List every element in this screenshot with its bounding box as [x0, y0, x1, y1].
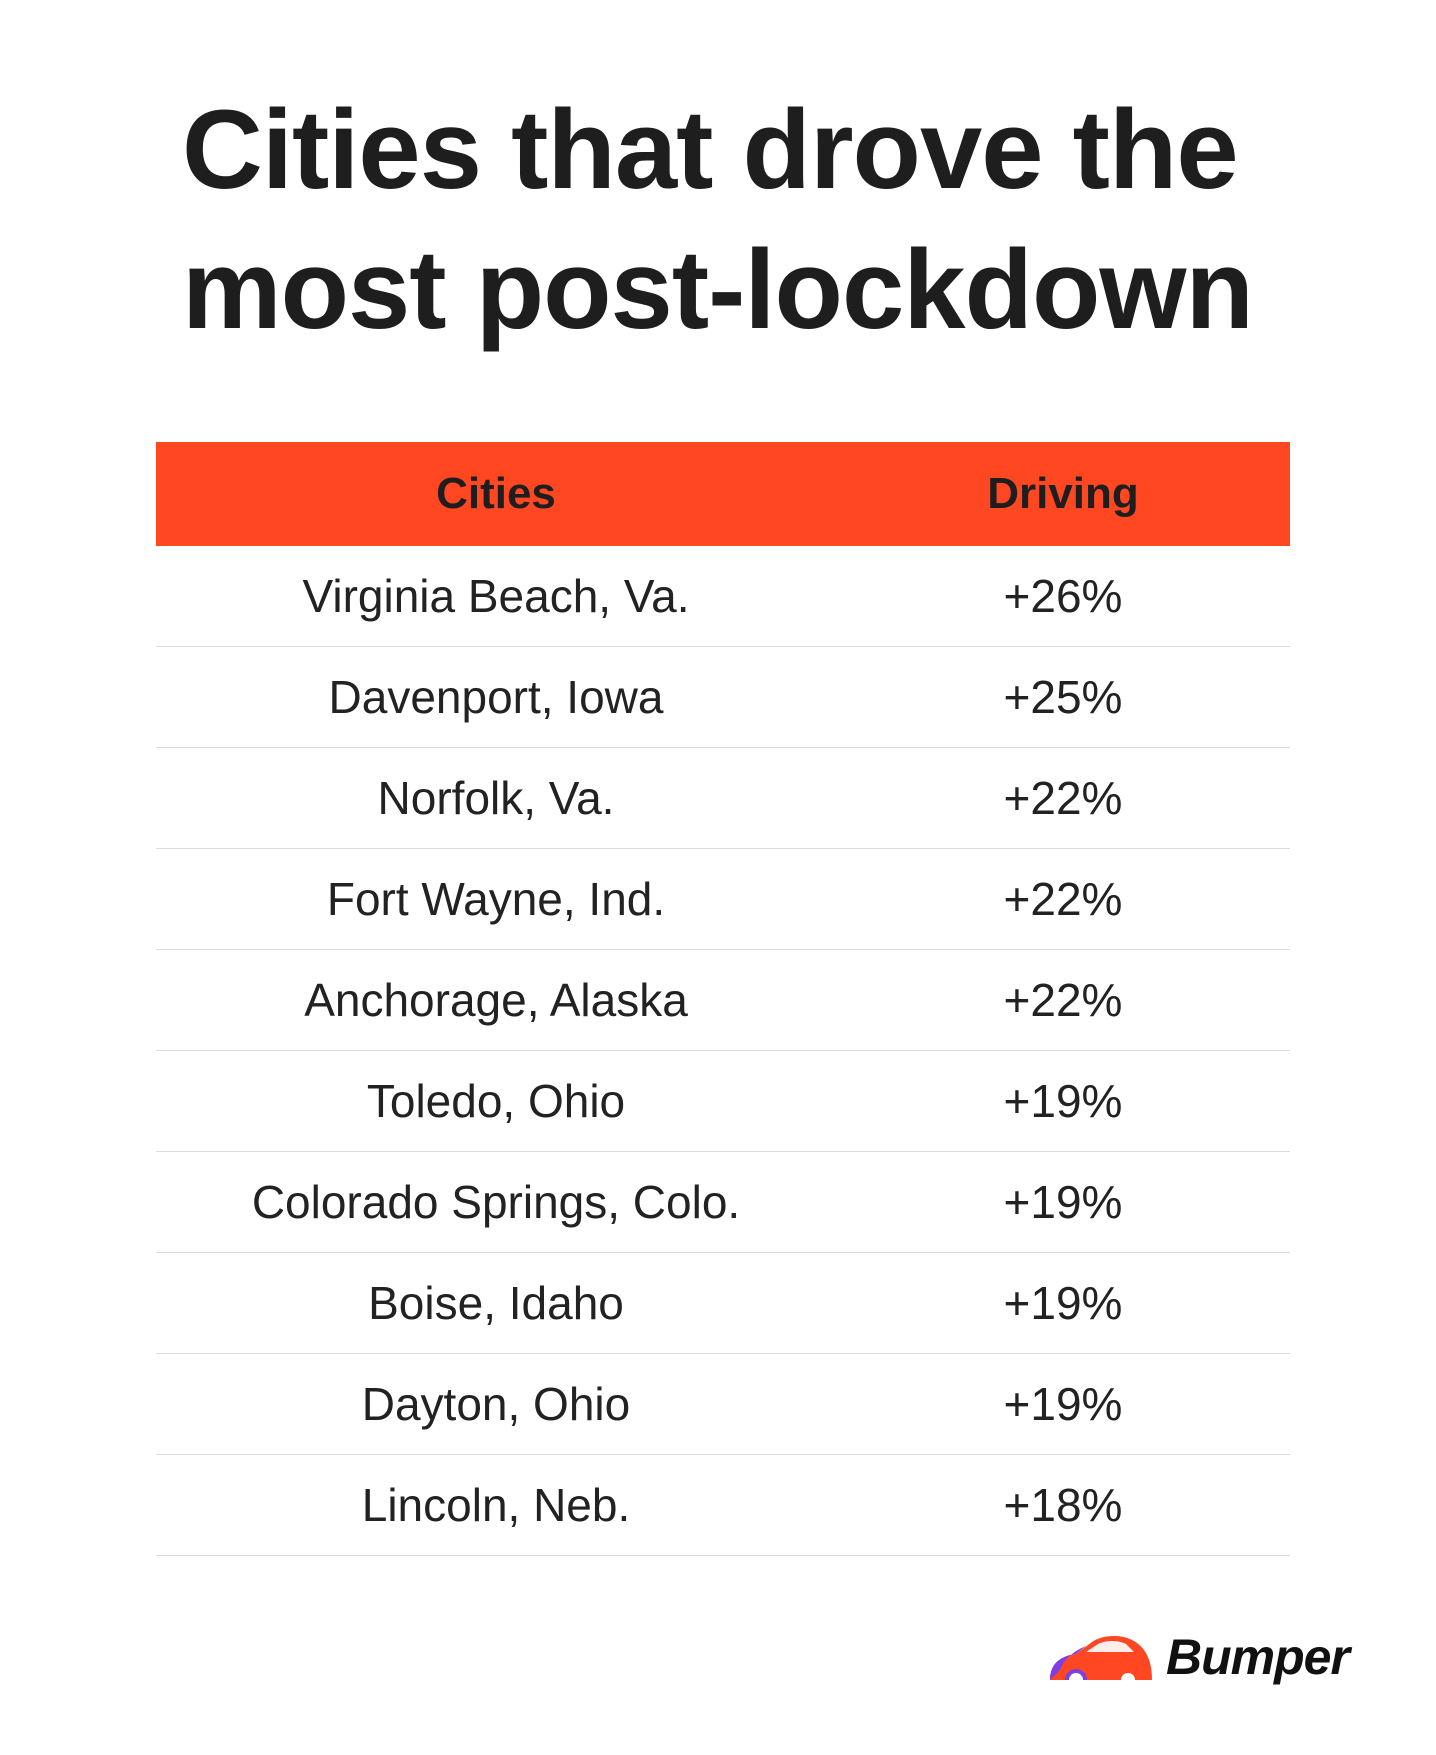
driving-cell: +22% [1003, 772, 1123, 824]
table-row: Norfolk, Va. +22% [156, 748, 1290, 849]
city-cell: Fort Wayne, Ind. [326, 873, 666, 925]
driving-cell: +22% [1003, 873, 1123, 925]
driving-cell: +19% [1003, 1378, 1123, 1430]
brand-logo: Bumper [1046, 1628, 1350, 1686]
city-cell: Davenport, Iowa [328, 671, 664, 723]
table-row: Dayton, Ohio +19% [156, 1354, 1290, 1455]
table-row: Virginia Beach, Va. +26% [156, 546, 1290, 647]
city-cell: Anchorage, Alaska [304, 974, 688, 1026]
data-table: Cities Driving Virginia Beach, Va. +26% Da… [156, 442, 1290, 1556]
brand-name: Bumper [1166, 1629, 1350, 1685]
driving-cell: +19% [1003, 1176, 1123, 1228]
table-row: Toledo, Ohio +19% [156, 1051, 1290, 1152]
city-cell: Colorado Springs, Colo. [251, 1176, 741, 1228]
driving-cell: +25% [1003, 671, 1123, 723]
table-row: Lincoln, Neb. +18% [156, 1455, 1290, 1556]
city-cell: Lincoln, Neb. [361, 1479, 631, 1531]
page-title: Cities that drove the most post-lockdown [182, 87, 1254, 352]
city-cell: Boise, Idaho [368, 1277, 624, 1329]
column-header-cities: Cities [436, 469, 556, 518]
driving-cell: +26% [1003, 570, 1123, 622]
table-row: Fort Wayne, Ind. +22% [156, 849, 1290, 950]
city-cell: Norfolk, Va. [377, 772, 615, 824]
city-cell: Toledo, Ohio [366, 1075, 626, 1127]
city-cell: Virginia Beach, Va. [302, 570, 690, 622]
table-header: Cities Driving [156, 442, 1290, 546]
city-cell: Dayton, Ohio [361, 1378, 631, 1430]
table-row: Colorado Springs, Colo. +19% [156, 1152, 1290, 1253]
table-body: Virginia Beach, Va. +26% Davenport, Iowa +2… [156, 546, 1290, 1556]
table-row: Boise, Idaho +19% [156, 1253, 1290, 1354]
driving-cell: +19% [1003, 1277, 1123, 1329]
driving-cell: +22% [1003, 974, 1123, 1026]
table-row: Anchorage, Alaska +22% [156, 950, 1290, 1051]
car-icon [1046, 1636, 1156, 1686]
column-header-driving: Driving [987, 469, 1139, 518]
driving-cell: +19% [1003, 1075, 1123, 1127]
driving-cell: +18% [1003, 1479, 1123, 1531]
table-row: Davenport, Iowa +25% [156, 647, 1290, 748]
